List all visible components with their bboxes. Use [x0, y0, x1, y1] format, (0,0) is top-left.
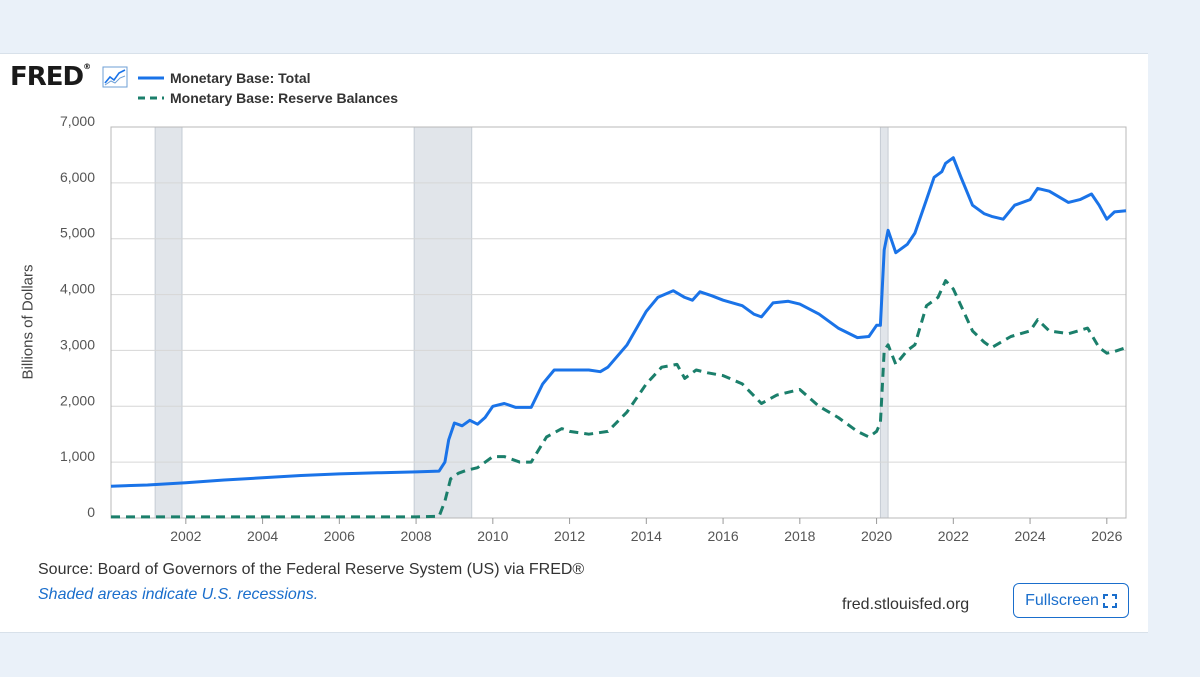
recession-band	[414, 127, 472, 518]
recession-note[interactable]: Shaded areas indicate U.S. recessions.	[38, 586, 319, 603]
x-tick-label: 2008	[400, 528, 431, 544]
legend-item-total[interactable]: Monetary Base: Total	[138, 68, 398, 88]
x-tick-label: 2026	[1091, 528, 1122, 544]
y-tick-label: 5,000	[60, 225, 95, 241]
chart-card	[0, 53, 1148, 633]
series-line-reserves	[111, 279, 1127, 519]
chart-line-icon	[102, 66, 128, 88]
legend: Monetary Base: Total Monetary Base: Rese…	[138, 68, 398, 108]
y-tick-label: 6,000	[60, 169, 95, 185]
fullscreen-button[interactable]: Fullscreen	[1013, 583, 1129, 618]
x-tick-label: 2014	[631, 528, 662, 544]
legend-item-reserves[interactable]: Monetary Base: Reserve Balances	[138, 88, 398, 108]
plot-border	[110, 126, 1127, 519]
fred-logo[interactable]: FRED®	[10, 62, 91, 92]
series-line-total	[110, 156, 1127, 488]
legend-label-total: Monetary Base: Total	[170, 70, 311, 86]
legend-swatch-solid	[138, 76, 164, 80]
x-tick-label: 2024	[1014, 528, 1045, 544]
x-tick-label: 2016	[707, 528, 738, 544]
expand-icon	[1102, 593, 1117, 608]
y-tick-label: 4,000	[60, 281, 95, 297]
y-tick-label: 3,000	[60, 336, 95, 352]
legend-swatch-dashed	[138, 96, 164, 100]
logo-registered-mark: ®	[83, 62, 91, 71]
legend-label-reserves: Monetary Base: Reserve Balances	[170, 90, 399, 106]
fullscreen-label: Fullscreen	[1025, 591, 1099, 609]
x-tick-label: 2012	[554, 528, 585, 544]
x-tick-label: 2006	[324, 528, 355, 544]
x-tick-label: 2018	[784, 528, 815, 544]
source-text: Source: Board of Governors of the Federa…	[38, 561, 585, 578]
x-tick-label: 2004	[247, 528, 278, 544]
recession-band	[880, 127, 889, 518]
logo-text: FRED	[10, 62, 84, 92]
y-tick-label: 2,000	[60, 392, 95, 408]
y-tick-label: 1,000	[60, 448, 95, 464]
y-tick-label: 7,000	[60, 113, 95, 129]
x-tick-label: 2010	[477, 528, 508, 544]
recession-band	[155, 127, 182, 518]
site-url[interactable]: fred.stlouisfed.org	[842, 596, 970, 613]
x-tick-label: 2020	[861, 528, 892, 544]
y-tick-label: 0	[87, 504, 95, 520]
x-tick-label: 2002	[170, 528, 201, 544]
x-tick-label: 2022	[938, 528, 969, 544]
